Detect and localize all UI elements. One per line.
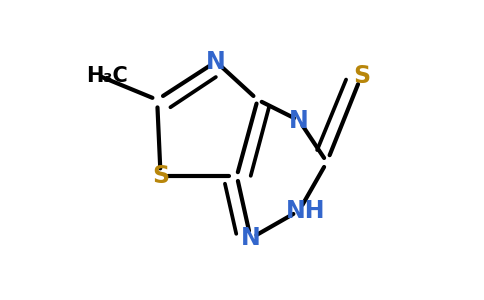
Text: N: N (241, 226, 260, 250)
Text: S: S (353, 64, 370, 88)
Text: N: N (206, 50, 226, 74)
Text: N: N (289, 109, 309, 133)
Text: S: S (152, 164, 169, 188)
Text: H₃C: H₃C (86, 65, 128, 86)
Text: NH: NH (287, 199, 326, 223)
